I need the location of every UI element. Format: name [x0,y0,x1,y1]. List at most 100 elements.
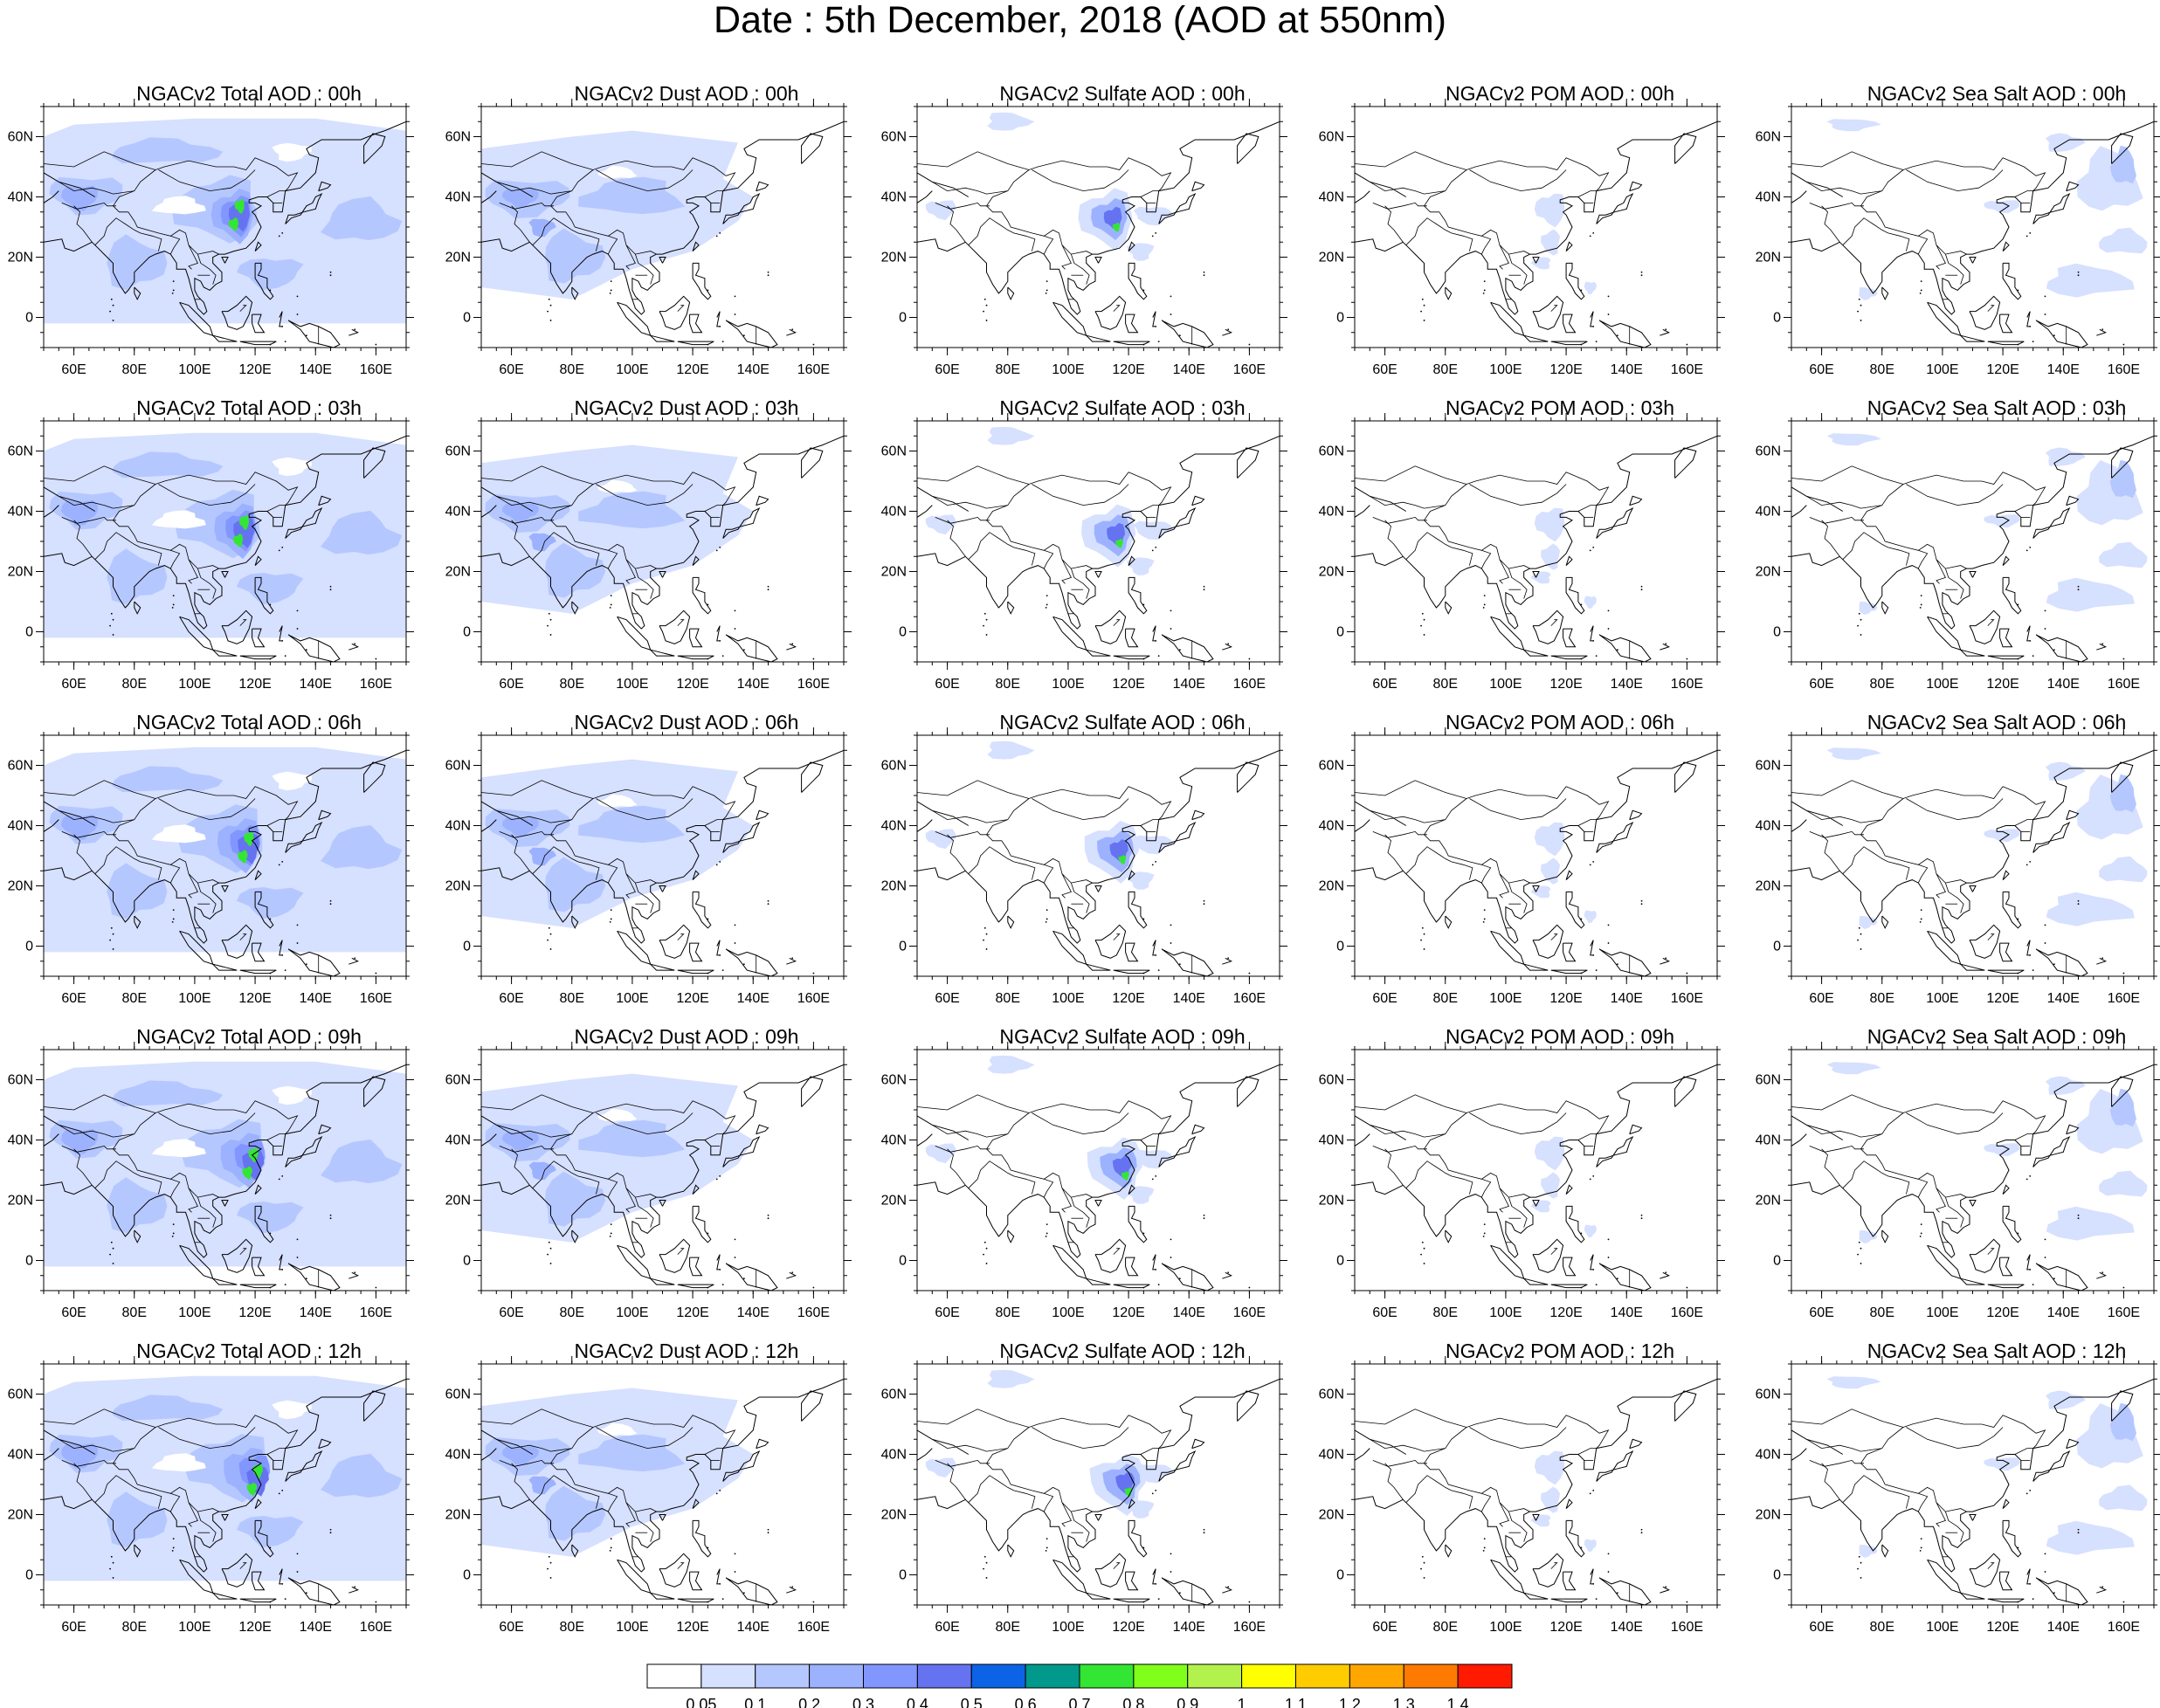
island [767,585,769,588]
coastline [617,1244,652,1279]
island [812,343,815,346]
country-border [1384,1463,1404,1500]
island [1857,310,1859,313]
country-border [1842,846,1910,880]
island [281,325,284,327]
island [329,1528,332,1531]
island [742,1278,745,1280]
island [278,1178,280,1181]
country-border [1842,1475,1910,1509]
coastline [1158,1450,1197,1482]
coastline [1987,1284,2025,1289]
island [375,972,377,975]
island [1592,547,1595,548]
island [767,899,769,902]
island [1157,969,1160,971]
aod-shaded-region [1118,855,1127,864]
island [1483,595,1486,596]
y-tick-label: 40N [1319,1133,1344,1148]
country-border [169,235,181,255]
coastline [659,610,691,644]
coastline [1237,761,1259,793]
y-tick-label: 0 [1773,1254,1781,1269]
island [1178,963,1181,966]
country-border [496,495,572,509]
country-border [44,780,299,820]
island [1483,918,1486,920]
aod-shaded-region [61,1443,99,1469]
island [305,649,307,651]
x-tick-label: 140E [1173,1305,1205,1320]
coastline [1927,930,1962,965]
island [1178,649,1181,651]
country-border [932,809,1008,823]
island [1860,1247,1862,1250]
country-border [73,520,93,557]
y-tick-label: 0 [463,1254,471,1269]
aod-shaded-region [1112,222,1121,232]
coastline [179,930,214,965]
coastline [481,486,534,512]
coastline [1969,610,2001,644]
coastline [756,809,769,821]
y-tick-label: 60N [8,759,33,774]
x-tick-label: 140E [300,1305,332,1320]
y-tick-label: 40N [1319,1448,1344,1463]
island [278,235,280,238]
coastline [1445,286,1453,300]
coastline [756,1124,769,1135]
aod-shaded-region [2109,1402,2136,1442]
coastline [1596,1135,1634,1167]
coastline [756,495,769,506]
island [1595,1284,1598,1285]
aod-shaded-region [2046,1206,2135,1241]
aod-shaded-region [1133,835,1174,855]
aod-shaded-region [578,1119,686,1158]
y-tick-label: 40N [881,1448,907,1463]
map-panel-pom-1: NGACv2 POM AOD : 03h 60E 80E 100E 120E 140E 16… [1319,395,1765,709]
coastline [348,643,360,651]
island [2077,903,2080,906]
coastline [1881,915,1889,929]
x-tick-label: 60E [61,362,86,377]
x-tick-label: 140E [300,1620,332,1635]
coastline [1094,257,1102,264]
country-border [935,202,990,210]
x-tick-label: 160E [2108,677,2140,692]
coastline [279,940,283,956]
island [1142,918,1145,920]
aod-shaded-region [228,200,250,232]
coastline [254,241,262,251]
island [791,1271,794,1274]
panel-title: NGACv2 Sea Salt AOD : 00h [1867,82,2127,105]
island [549,933,552,935]
country-border [1809,202,1864,210]
x-tick-label: 80E [1870,1620,1894,1635]
coastline [1445,1229,1453,1243]
island [985,634,988,636]
country-border [607,1178,618,1198]
island [734,1257,736,1258]
coastline [1791,1115,1844,1140]
country-border [1577,190,1597,197]
x-tick-label: 60E [61,991,86,1006]
island [1686,972,1688,975]
coastline [1128,555,1135,566]
coastline [725,320,778,348]
island [742,334,745,337]
panel-title: NGACv2 Dust AOD : 03h [574,396,799,419]
country-border [1423,1112,1530,1198]
aod-shaded-region [61,185,99,211]
coastline [725,1577,778,1605]
island [547,624,549,627]
country-border [481,151,736,191]
aod-shaded-region [244,831,254,847]
coastline [1490,1244,1525,1279]
coastline [1791,1429,1844,1455]
x-tick-label: 160E [1671,1620,1703,1635]
coastline [2002,1184,2010,1195]
country-border [625,873,636,899]
coastline [1355,486,1407,512]
colorbar-swatch [1133,1663,1189,1689]
